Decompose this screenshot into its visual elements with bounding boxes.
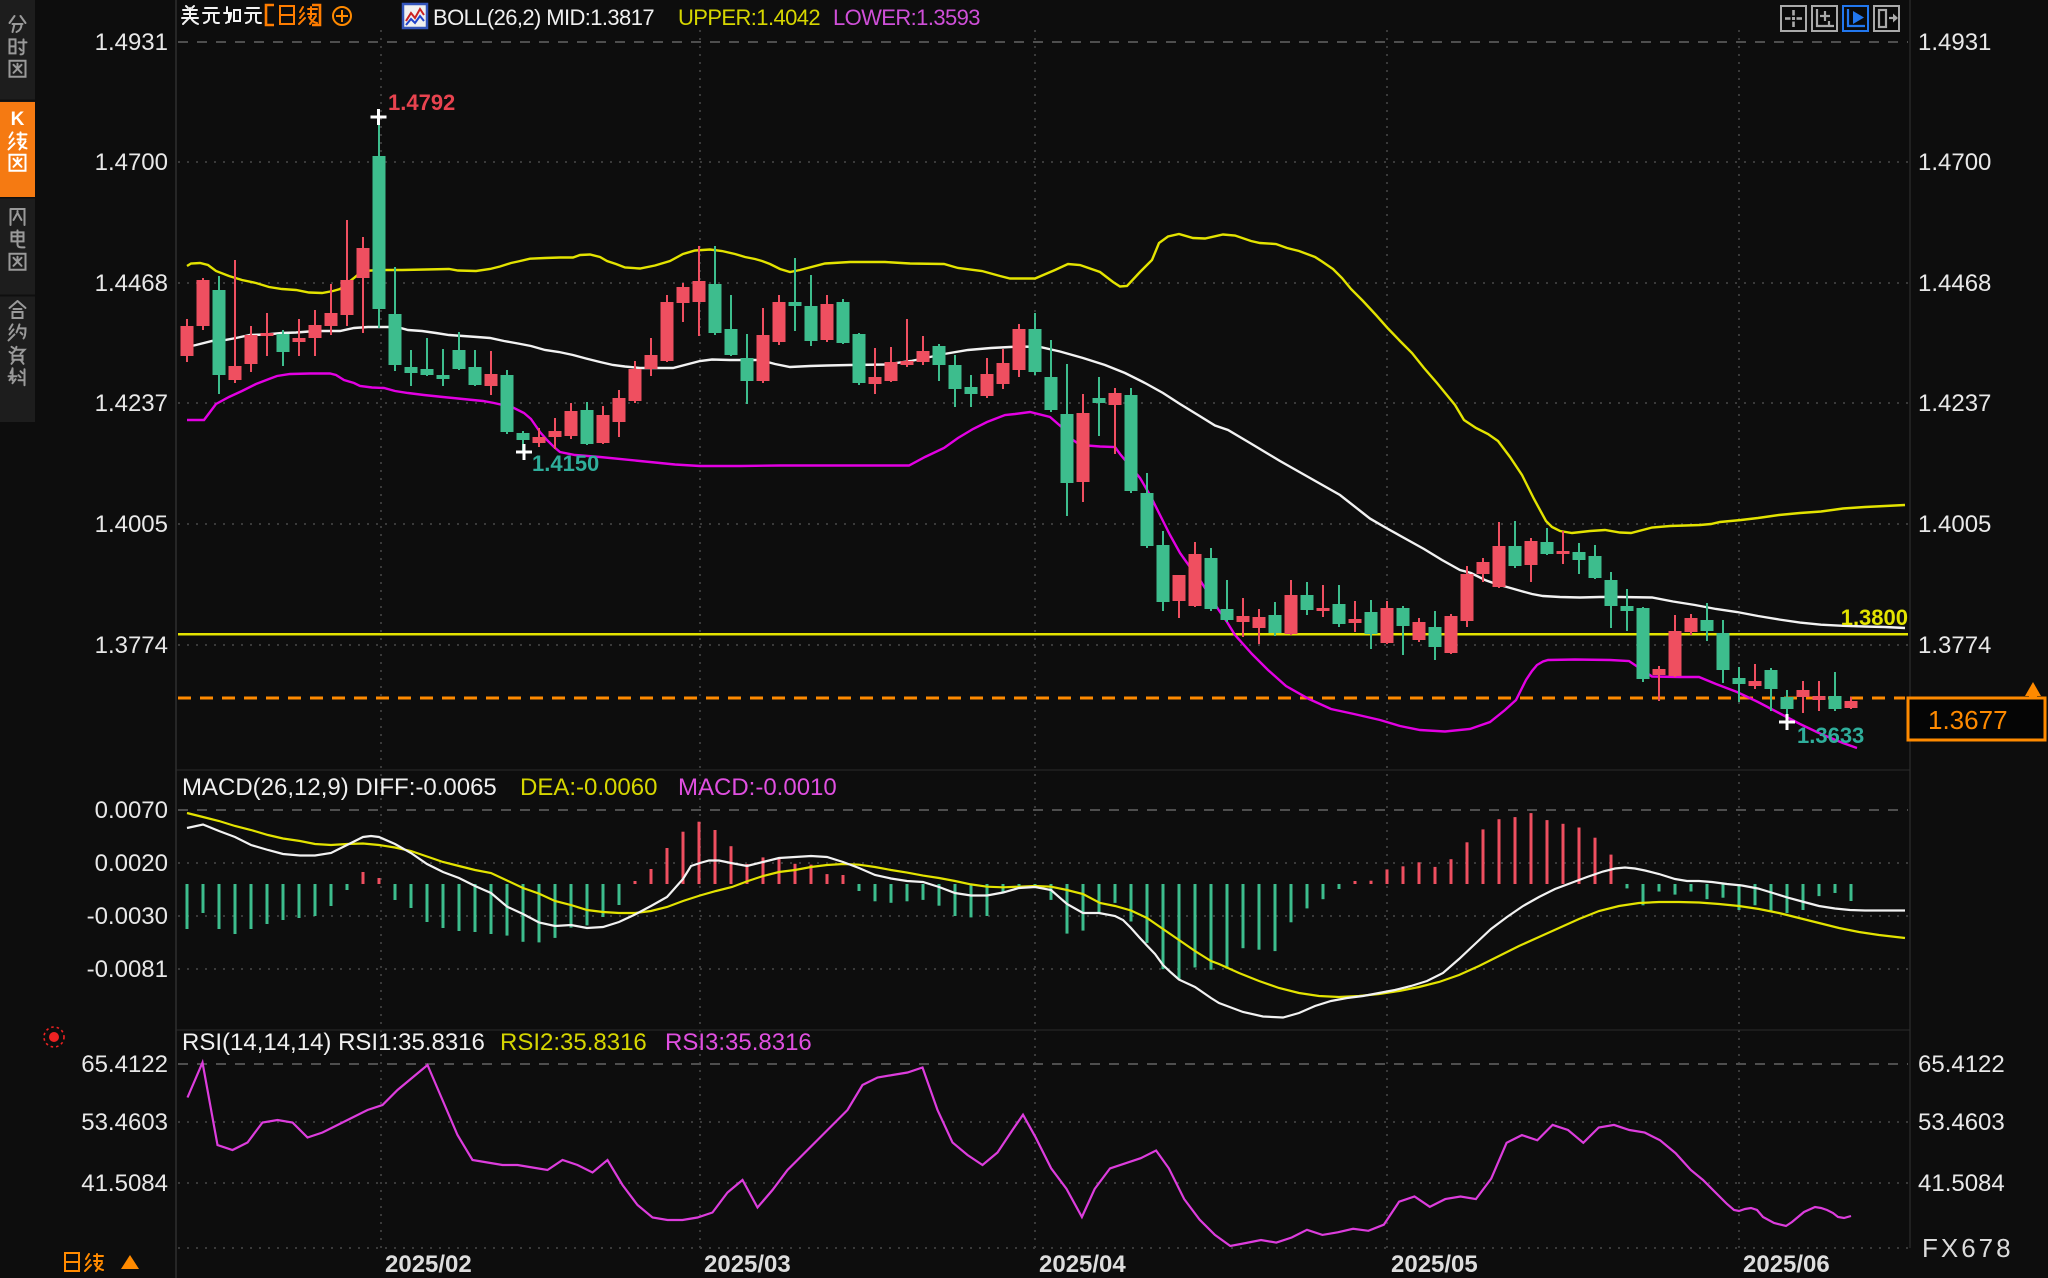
svg-text:65.4122: 65.4122 xyxy=(81,1051,168,1078)
svg-text:1.4005: 1.4005 xyxy=(95,511,168,538)
svg-text:2025/02: 2025/02 xyxy=(385,1251,472,1278)
svg-text:1.3677: 1.3677 xyxy=(1928,705,2008,735)
svg-text:-0.0030: -0.0030 xyxy=(87,903,168,930)
svg-text:41.5084: 41.5084 xyxy=(1918,1170,2005,1197)
svg-text:LOWER:1.3593: LOWER:1.3593 xyxy=(833,5,980,30)
svg-text:1.4468: 1.4468 xyxy=(1918,270,1991,297)
svg-text:FX678: FX678 xyxy=(1922,1233,2014,1263)
svg-text:1.3800: 1.3800 xyxy=(1841,605,1908,630)
svg-text:DEA:-0.0060: DEA:-0.0060 xyxy=(520,774,657,801)
svg-text:1.4237: 1.4237 xyxy=(1918,390,1991,417)
svg-text:UPPER:1.4042: UPPER:1.4042 xyxy=(678,5,820,30)
svg-text:41.5084: 41.5084 xyxy=(81,1170,168,1197)
svg-text:MACD(26,12,9) DIFF:-0.0065: MACD(26,12,9) DIFF:-0.0065 xyxy=(182,774,497,801)
svg-text:RSI(14,14,14) RSI1:35.8316: RSI(14,14,14) RSI1:35.8316 xyxy=(182,1029,485,1056)
svg-text:2025/05: 2025/05 xyxy=(1391,1251,1478,1278)
svg-text:1.4700: 1.4700 xyxy=(95,149,168,176)
svg-text:RSI3:35.8316: RSI3:35.8316 xyxy=(665,1029,812,1056)
svg-text:1.4700: 1.4700 xyxy=(1918,149,1991,176)
svg-text:2025/03: 2025/03 xyxy=(704,1251,791,1278)
svg-text:K: K xyxy=(11,109,25,130)
svg-text:-0.0081: -0.0081 xyxy=(87,956,168,983)
svg-text:1.4931: 1.4931 xyxy=(1918,29,1991,56)
svg-text:1.3774: 1.3774 xyxy=(1918,632,1991,659)
svg-text:1.3633: 1.3633 xyxy=(1797,723,1864,748)
svg-text:2025/04: 2025/04 xyxy=(1039,1251,1126,1278)
svg-text:0.0070: 0.0070 xyxy=(95,797,168,824)
svg-text:1.4150: 1.4150 xyxy=(532,451,599,476)
svg-text:2025/06: 2025/06 xyxy=(1743,1251,1830,1278)
svg-text:1.4237: 1.4237 xyxy=(95,390,168,417)
svg-text:RSI2:35.8316: RSI2:35.8316 xyxy=(500,1029,647,1056)
svg-text:1.4931: 1.4931 xyxy=(95,29,168,56)
svg-text:53.4603: 53.4603 xyxy=(1918,1109,2005,1136)
svg-text:1.4792: 1.4792 xyxy=(388,90,455,115)
svg-text:MACD:-0.0010: MACD:-0.0010 xyxy=(678,774,837,801)
svg-text:53.4603: 53.4603 xyxy=(81,1109,168,1136)
svg-text:1.4005: 1.4005 xyxy=(1918,511,1991,538)
svg-text:65.4122: 65.4122 xyxy=(1918,1051,2005,1078)
svg-text:0.0020: 0.0020 xyxy=(95,850,168,877)
svg-text:1.4468: 1.4468 xyxy=(95,270,168,297)
svg-text:1.3774: 1.3774 xyxy=(95,632,168,659)
svg-text:BOLL(26,2) MID:1.3817: BOLL(26,2) MID:1.3817 xyxy=(433,5,654,30)
